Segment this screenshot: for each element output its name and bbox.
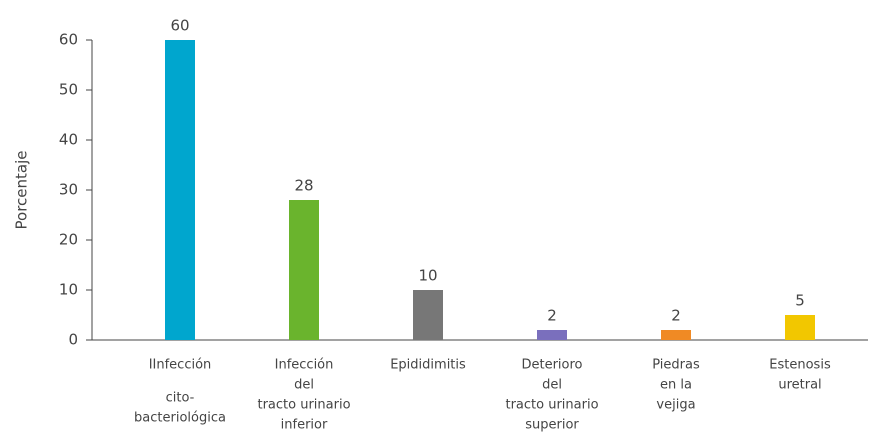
y-tick-label: 30	[59, 181, 78, 199]
x-tick-label: tracto urinario	[257, 398, 350, 413]
x-tick-label: uretral	[778, 378, 821, 393]
bar	[537, 330, 567, 340]
data-label: 10	[418, 267, 437, 285]
bar	[165, 40, 195, 340]
data-label: 28	[294, 177, 313, 195]
bar	[785, 315, 815, 340]
x-tick-label: IInfección	[149, 358, 212, 373]
x-tick-label: inferior	[281, 418, 328, 433]
y-tick-label: 40	[59, 131, 78, 149]
x-tick-label: del	[294, 378, 314, 393]
data-label: 2	[547, 307, 557, 325]
y-tick-label: 10	[59, 281, 78, 299]
x-tick-label: Deterioro	[521, 358, 582, 373]
data-label: 2	[671, 307, 681, 325]
x-tick-label: en la	[660, 378, 692, 393]
x-tick-label: Piedras	[652, 358, 700, 373]
y-tick-label: 20	[59, 231, 78, 249]
x-tick-label: tracto urinario	[505, 398, 598, 413]
x-tick-label: Epididimitis	[390, 358, 466, 373]
x-tick-label: bacteriológica	[134, 411, 226, 426]
y-axis-label: Porcentaje	[13, 151, 31, 230]
x-tick-label: del	[542, 378, 562, 393]
y-tick-label: 50	[59, 81, 78, 99]
bar	[289, 200, 319, 340]
y-tick-label: 60	[59, 31, 78, 49]
x-tick-label: vejiga	[656, 398, 695, 413]
data-label: 5	[795, 292, 805, 310]
y-tick-label: 0	[68, 331, 78, 349]
bar	[661, 330, 691, 340]
x-tick-label: superior	[525, 418, 579, 433]
bar	[413, 290, 443, 340]
x-tick-label: Estenosis	[769, 358, 831, 373]
x-tick-label: cito-	[166, 391, 195, 406]
x-tick-label: Infección	[275, 358, 334, 373]
data-label: 60	[170, 17, 189, 35]
